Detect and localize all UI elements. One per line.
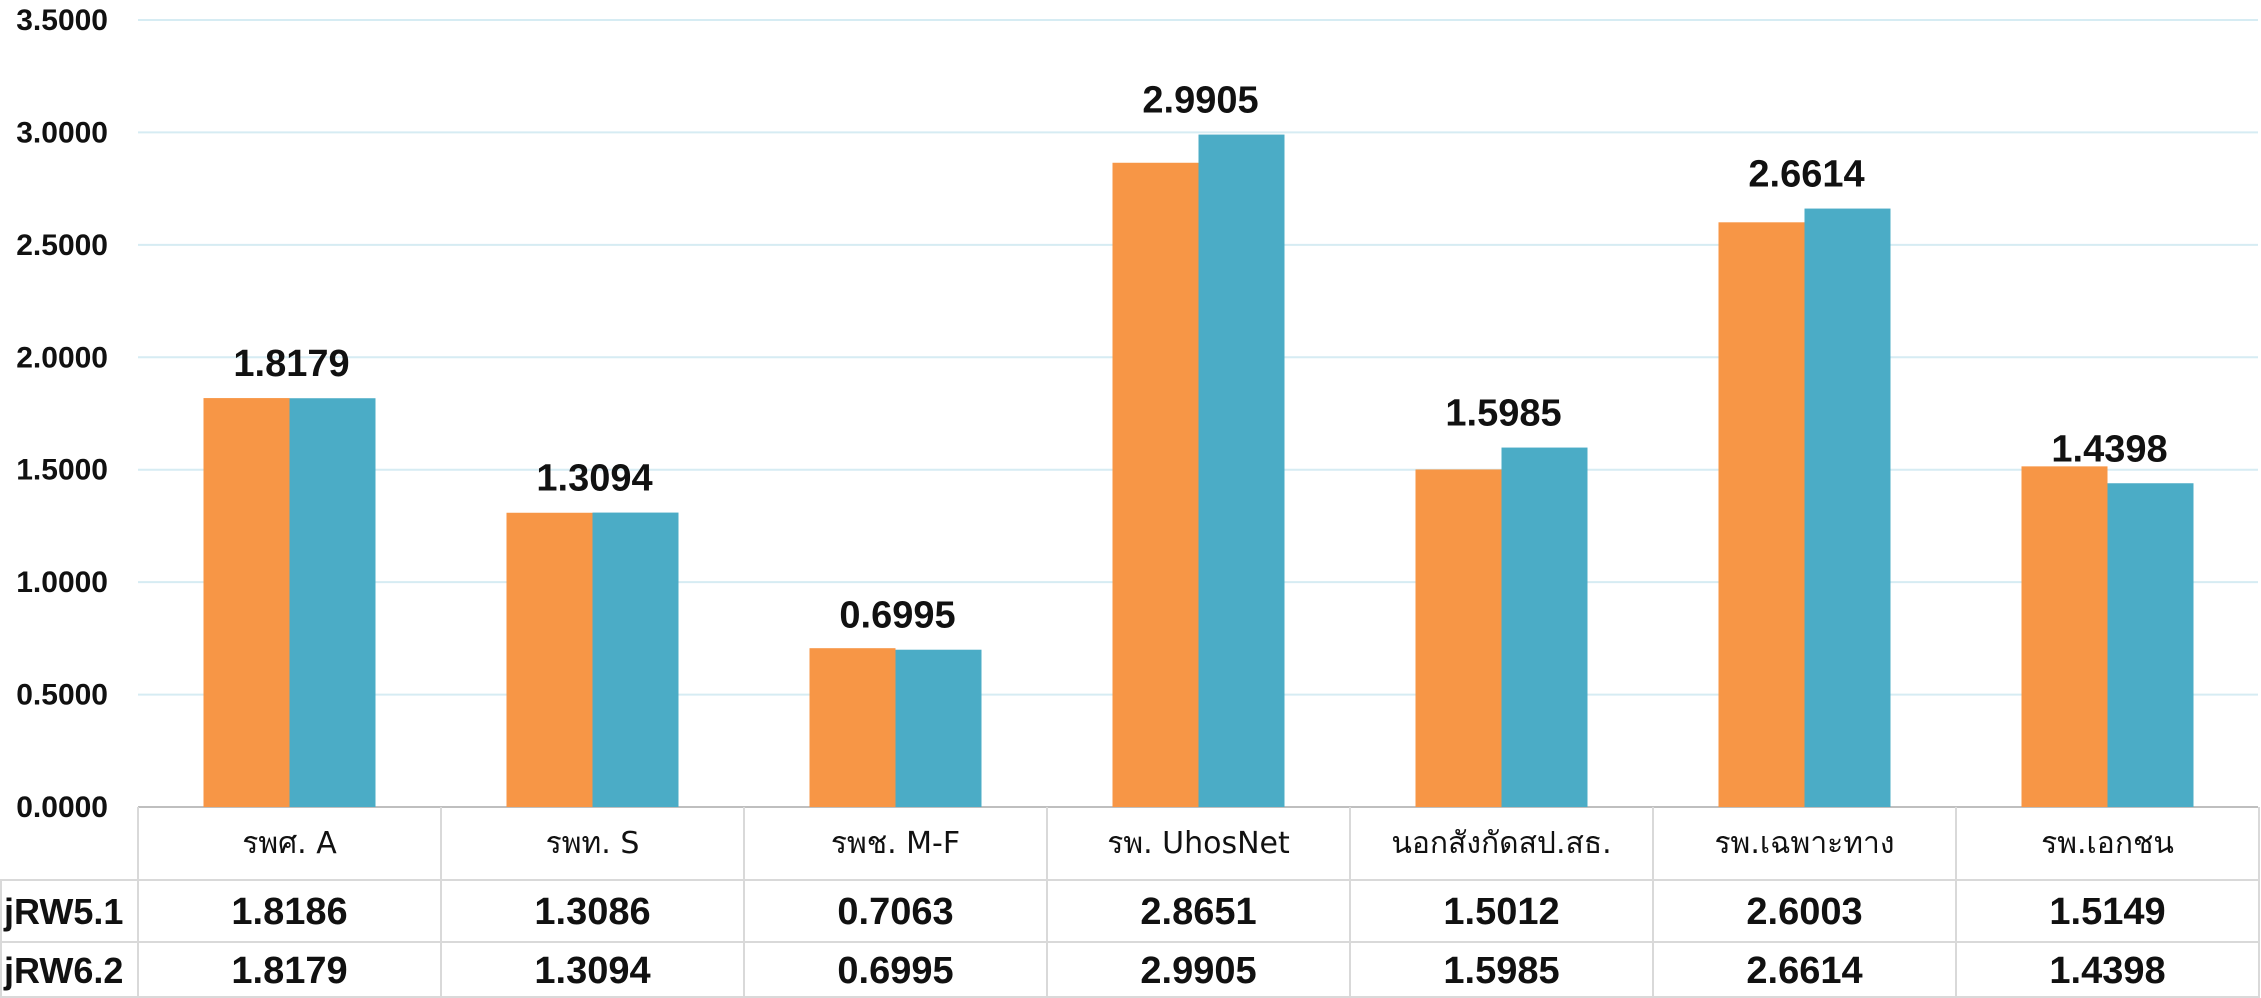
table-cell: 2.6003 [1746,891,1862,933]
category-label: นอกสังกัดสป.สธ. [1391,826,1611,861]
bar-jrw5-1 [1718,222,1805,808]
bar-jrw5-1 [506,512,593,807]
y-tick-label: 1.5000 [16,454,108,487]
table-row-header: jRW6.2 [3,950,123,991]
data-labels: 1.8179 1.3094 0.6995 2.9905 1.5985 2.6614 1.43… [233,80,2167,637]
y-tick-label: 1.0000 [16,566,108,599]
y-tick-label: 3.0000 [16,116,108,149]
category-label: รพ.เฉพาะทาง [1714,826,1894,861]
table-cell: 1.5012 [1443,891,1559,933]
y-tick-label: 3.5000 [16,4,108,37]
category-label: รพท. S [546,826,640,861]
data-label: 2.9905 [1142,80,1258,122]
bars [203,134,2194,808]
y-tick-label: 2.0000 [16,341,108,374]
y-axis: 0.0000 0.5000 1.0000 1.5000 2.0000 2.5000 3.00… [16,4,108,824]
data-label: 1.5985 [1445,393,1561,435]
bar-jrw5-1 [203,398,290,807]
bar-jrw5-1 [2021,466,2108,807]
bar-jrw5-1 [1415,469,1502,807]
table-cell: 1.4398 [2049,950,2165,992]
data-label: 0.6995 [839,595,955,637]
table-cell: 2.9905 [1140,950,1256,992]
table-cell: 0.6995 [837,950,953,992]
category-label: รพ. UhosNet [1107,826,1290,861]
table-row-header: jRW5.1 [3,891,123,932]
table-cell: 1.8186 [231,891,347,933]
table-cell: 1.3086 [534,891,650,933]
data-label: 1.3094 [536,458,652,500]
category-label: รพช. M-F [831,826,960,861]
y-tick-label: 0.0000 [16,791,108,824]
table-cell: 1.5985 [1443,950,1559,992]
y-tick-label: 2.5000 [16,229,108,262]
table-cell: 0.7063 [837,891,953,933]
table-cell: 1.3094 [534,950,650,992]
category-label: รพศ. A [242,826,337,861]
bar-jrw6-2 [1804,208,1891,808]
bar-jrw6-2 [1501,447,1588,807]
bar-jrw5-1 [809,648,896,807]
table-cell: 2.6614 [1746,950,1862,992]
bar-jrw6-2 [289,398,376,807]
bar-jrw5-1 [1112,162,1199,808]
bar-jrw6-2 [592,512,679,807]
y-tick-label: 0.5000 [16,679,108,712]
bar-jrw6-2 [2107,483,2194,807]
data-label: 1.4398 [2051,428,2167,470]
data-label: 1.8179 [233,343,349,385]
table-cell: 2.8651 [1140,891,1256,933]
data-label: 2.6614 [1748,154,1864,196]
data-table: รพศ. A รพท. S รพช. M-F รพ. UhosNet นอกสังกัด… [0,807,2260,998]
bar-jrw6-2 [895,649,982,807]
bar-jrw6-2 [1198,134,1285,808]
category-label: รพ.เอกชน [2041,826,2174,861]
table-cell: 1.8179 [231,950,347,992]
table-cell: 1.5149 [2049,891,2165,933]
